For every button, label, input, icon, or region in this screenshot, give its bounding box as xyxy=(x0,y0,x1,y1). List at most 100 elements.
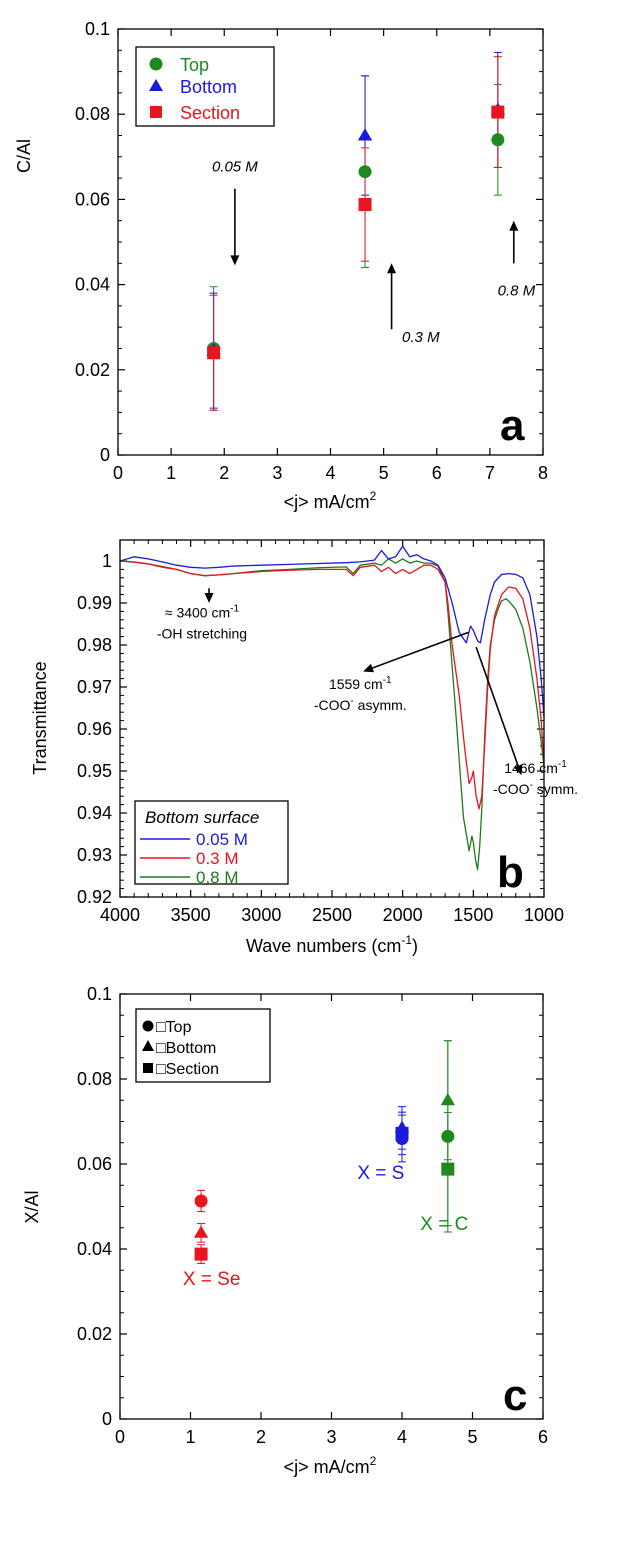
panel-b-annotations: ≈ 3400 cm-1 -OH stretching 1559 cm-1 -COO- … xyxy=(157,588,578,797)
legend-label-top: □Top xyxy=(156,1019,192,1036)
legend-label-0-3m: 0.3 M xyxy=(196,849,239,868)
annotation-arrow xyxy=(509,220,519,264)
series-points-section xyxy=(207,105,505,360)
group-label: X = S xyxy=(357,1163,404,1184)
x-tick-label: 0 xyxy=(115,1427,125,1447)
x-tick-label: 3500 xyxy=(171,905,211,925)
data-point-square xyxy=(441,1162,455,1176)
y-tick-label: 0.95 xyxy=(77,761,112,781)
y-tick-label: 0 xyxy=(102,1409,112,1429)
annotation-label: 1466 cm-1 xyxy=(504,759,567,776)
annotation-sublabel: -COO- symm. xyxy=(493,780,578,797)
x-tick-label: 3 xyxy=(272,463,282,483)
x-tick-label: 1000 xyxy=(524,905,564,925)
panel-b-frame xyxy=(119,539,545,898)
legend-marker-top xyxy=(149,57,163,71)
x-tick-label: 1 xyxy=(166,463,176,483)
x-tick-label: 0 xyxy=(113,463,123,483)
annotation-label: 1559 cm-1 xyxy=(329,675,392,692)
x-tick-label: 2 xyxy=(256,1427,266,1447)
legend-label-0-05m: 0.05 M xyxy=(196,830,248,849)
panel-b-label: b xyxy=(497,848,524,897)
y-tick-label: 0.94 xyxy=(77,803,112,823)
data-point-circle xyxy=(441,1129,455,1143)
panel-a-frame xyxy=(117,28,544,456)
annotation-arrow xyxy=(387,263,397,330)
y-tick-label: 0 xyxy=(100,445,110,465)
panel-b-chart: 4000 3500 3000 2500 2000 1500 1000 0.92 0.93 0.94… xyxy=(30,539,578,956)
x-tick-label: 7 xyxy=(485,463,495,483)
y-tick-label: 0.98 xyxy=(77,635,112,655)
x-tick-label: 6 xyxy=(538,1427,548,1447)
x-tick-label: 3000 xyxy=(241,905,281,925)
data-point-square xyxy=(194,1247,208,1261)
x-tick-label: 2500 xyxy=(312,905,352,925)
legend-box xyxy=(134,800,289,885)
y-tick-label: 0.93 xyxy=(77,845,112,865)
x-tick-label: 4 xyxy=(325,463,335,483)
y-tick-label: 0.96 xyxy=(77,719,112,739)
legend-label-0-8m: 0.8 M xyxy=(196,868,239,887)
x-tick-label: 4000 xyxy=(100,905,140,925)
y-tick-label: 1 xyxy=(102,551,112,571)
legend-box xyxy=(135,1008,271,1083)
data-point-top xyxy=(491,133,505,147)
panel-b-legend: Bottom surface 0.05 M 0.3 M 0.8 M xyxy=(134,800,289,887)
y-tick-label: 0.92 xyxy=(77,887,112,907)
x-tick-label: 4 xyxy=(397,1427,407,1447)
data-point-section xyxy=(207,346,221,360)
data-point-section xyxy=(358,198,372,212)
legend-marker-circle xyxy=(142,1020,154,1032)
y-tick-label: 0.06 xyxy=(77,1154,112,1174)
y-tick-label: 0.08 xyxy=(77,1069,112,1089)
panel-b-x-axis-title: Wave numbers (cm-1) xyxy=(246,933,418,956)
legend-title: Bottom surface xyxy=(145,808,259,827)
y-tick-label: 0.04 xyxy=(77,1239,112,1259)
group-label: X = Se xyxy=(183,1269,241,1290)
annotation-arrow xyxy=(204,588,214,603)
series-line-0-3-m xyxy=(119,560,545,810)
y-tick-label: 0.02 xyxy=(75,360,110,380)
series-points-bottom xyxy=(206,102,505,356)
data-point-square xyxy=(395,1126,409,1140)
panel-a-label: a xyxy=(500,401,525,450)
group-x-se xyxy=(193,1189,209,1264)
legend-label-top: Top xyxy=(180,55,209,75)
y-tick-label: 0.06 xyxy=(75,189,110,209)
panel-c-legend: □Top □Bottom □Section xyxy=(135,1008,271,1083)
legend-label-section: Section xyxy=(180,103,240,123)
panel-a-x-axis-title: <j> mA/cm2 xyxy=(284,489,377,512)
data-point-circle xyxy=(194,1194,208,1208)
group-x-c xyxy=(440,1040,455,1233)
x-tick-label: 8 xyxy=(538,463,548,483)
y-tick-label: 0.08 xyxy=(75,104,110,124)
y-tick-label: 0.97 xyxy=(77,677,112,697)
x-tick-label: 2000 xyxy=(383,905,423,925)
panel-c-chart: 0 1 2 3 4 5 600.020.040.060.080.1 X = SeX = SX… xyxy=(22,984,548,1477)
data-point-triangle xyxy=(440,1092,455,1106)
legend-label-bottom: Bottom xyxy=(180,77,237,97)
annotation-label: 0.8 M xyxy=(498,282,536,299)
x-tick-label: 1500 xyxy=(453,905,493,925)
legend-label-section: □Section xyxy=(156,1061,219,1078)
annotation-label: 0.3 M xyxy=(402,329,440,346)
x-tick-label: 5 xyxy=(379,463,389,483)
panel-c-y-axis-title: X/Al xyxy=(22,1190,42,1223)
panel-c-group-labels: X = Se X = S X = C xyxy=(183,1163,468,1290)
panel-a-annotations: 0.05 M 0.3 M 0.8 M xyxy=(212,159,536,346)
group-x-s xyxy=(394,1106,410,1163)
panel-c-series xyxy=(193,1040,455,1264)
panel-c-label: c xyxy=(503,1371,527,1420)
x-tick-label: 1 xyxy=(185,1427,195,1447)
panel-c-ticks: 0 1 2 3 4 5 6 0 0.02 0.04 0.06 0.08 0.1 xyxy=(77,984,548,1447)
data-point-section xyxy=(491,105,505,119)
annotation-arrow xyxy=(475,646,523,776)
y-tick-label: 0.04 xyxy=(75,275,110,295)
y-tick-label: 0.99 xyxy=(77,593,112,613)
data-point-bottom xyxy=(357,128,373,141)
panel-b-ticks: 4000 3500 3000 2500 2000 1500 1000 0.92 0.93 0.94… xyxy=(77,540,564,925)
panel-b-y-axis-title: Transmittance xyxy=(30,661,50,774)
group-label: X = C xyxy=(420,1214,468,1235)
x-tick-label: 6 xyxy=(432,463,442,483)
